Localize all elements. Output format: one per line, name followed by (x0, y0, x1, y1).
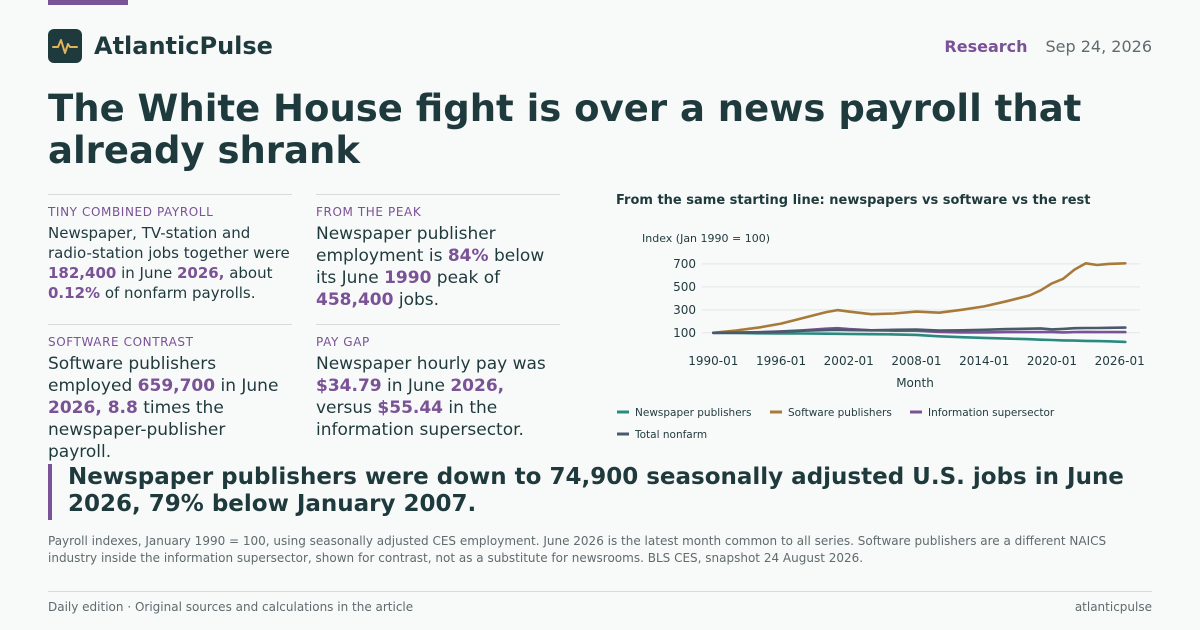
stat-text: Software publishers employed 659,700 in … (48, 353, 292, 463)
highlight-value: 0.12% (48, 284, 101, 302)
text-run: in June (215, 376, 279, 396)
text-run: in June (116, 264, 177, 282)
text-run: Newspaper publisher employment is (316, 224, 496, 266)
stat-text: Newspaper hourly pay was $34.79 in June … (316, 353, 560, 441)
text-run: in the information supersector. (316, 398, 524, 440)
highlight-value: 458,400 (316, 290, 394, 310)
stat-label: SOFTWARE CONTRAST (48, 335, 194, 349)
highlight-value: $34.79 (316, 376, 382, 396)
text-run: below its June (316, 246, 545, 288)
accent-bar (48, 0, 128, 5)
stat-label: TINY COMBINED PAYROLL (48, 205, 214, 219)
callout-quote: Newspaper publishers were down to 74,900… (48, 464, 1152, 520)
stat-label: PAY GAP (316, 335, 370, 349)
footer: Daily edition · Original sources and cal… (48, 600, 1152, 614)
x-tick-label: 2008-01 (891, 354, 941, 368)
brand-name: AtlanticPulse (94, 32, 273, 60)
text-run: in June (381, 376, 451, 396)
x-axis-label: Month (896, 376, 934, 390)
legend-entry: Newspaper publishers (635, 407, 751, 419)
x-tick-label: 2020-01 (1027, 354, 1077, 368)
brand[interactable]: AtlanticPulse (48, 29, 273, 63)
chart-title: From the same starting line: newspapers … (616, 193, 1091, 208)
series-line-total-nonfarm (712, 326, 1127, 335)
footer-edition: Daily edition · Original sources and cal… (48, 600, 414, 614)
text-run: Newspaper hourly pay was (316, 354, 546, 374)
section-link-research[interactable]: Research (944, 36, 1028, 56)
stat-card-pay-gap: PAY GAP Newspaper hourly pay was $34.79 … (316, 324, 560, 441)
methodology-note: Payroll indexes, January 1990 = 100, usi… (48, 534, 1107, 565)
text-run: versus (316, 398, 378, 418)
series-line-software-publishers (712, 261, 1127, 335)
footer-site-link[interactable]: atlanticpulse (1074, 600, 1152, 614)
text-run: about (224, 264, 273, 282)
x-tick-label: 2026-01 (1095, 354, 1145, 368)
highlight-value: 2026, (450, 376, 505, 396)
text-run: of nonfarm payrolls. (100, 284, 256, 302)
text-run: jobs. (393, 290, 440, 310)
x-tick-label: 2002-01 (824, 354, 874, 368)
footer-divider (48, 591, 1152, 592)
y-axis-label: Index (Jan 1990 = 100) (642, 232, 770, 245)
header-meta: Research Sep 24, 2026 (944, 37, 1152, 56)
stat-card-combined-payroll: TINY COMBINED PAYROLL Newspaper, TV-stat… (48, 194, 292, 303)
text-run: Software publishers employed (48, 354, 217, 396)
publish-date: Sep 24, 2026 (1045, 36, 1153, 56)
highlight-value: 2026, 8.8 (48, 398, 138, 418)
highlight-value: 1990 (384, 268, 432, 288)
text-run: peak of (431, 268, 501, 288)
highlight-value: 182,400 (48, 264, 117, 282)
stat-text: Newspaper, TV-station and radio-station … (48, 223, 292, 303)
y-tick-label: 300 (673, 303, 696, 317)
x-tick-label: 1990-01 (688, 354, 738, 368)
highlight-value: 2026, (176, 264, 225, 282)
site-header: AtlanticPulse Research Sep 24, 2026 (48, 28, 1152, 64)
highlight-value: $55.44 (377, 398, 444, 418)
text-run: times the newspaper-publisher payroll. (48, 398, 226, 462)
x-tick-label: 2014-01 (959, 354, 1009, 368)
legend-entry: Information supersector (928, 407, 1055, 419)
headline: The White House fight is over a news pay… (48, 87, 1082, 172)
legend-entry: Software publishers (788, 407, 892, 419)
y-tick-label: 500 (673, 280, 696, 294)
stat-label: FROM THE PEAK (316, 205, 422, 219)
stat-text: Newspaper publisher employment is 84% be… (316, 223, 560, 311)
y-tick-label: 700 (673, 257, 696, 271)
line-chart: Index (Jan 1990 = 100) 100 300 500 700 1990-0… (617, 232, 1145, 441)
text-run: Newspaper, TV-station and radio-station … (48, 224, 290, 262)
series-line-newspaper-publishers (712, 331, 1127, 344)
y-tick-label: 100 (673, 326, 696, 340)
highlight-value: 84% (447, 246, 489, 266)
x-tick-label: 1996-01 (756, 354, 806, 368)
highlight-value: 659,700 (137, 376, 216, 396)
legend-entry: Total nonfarm (634, 429, 707, 441)
pulse-icon (48, 29, 82, 63)
stat-card-software-contrast: SOFTWARE CONTRAST Software publishers em… (48, 324, 292, 463)
stat-card-from-peak: FROM THE PEAK Newspaper publisher employ… (316, 194, 560, 311)
